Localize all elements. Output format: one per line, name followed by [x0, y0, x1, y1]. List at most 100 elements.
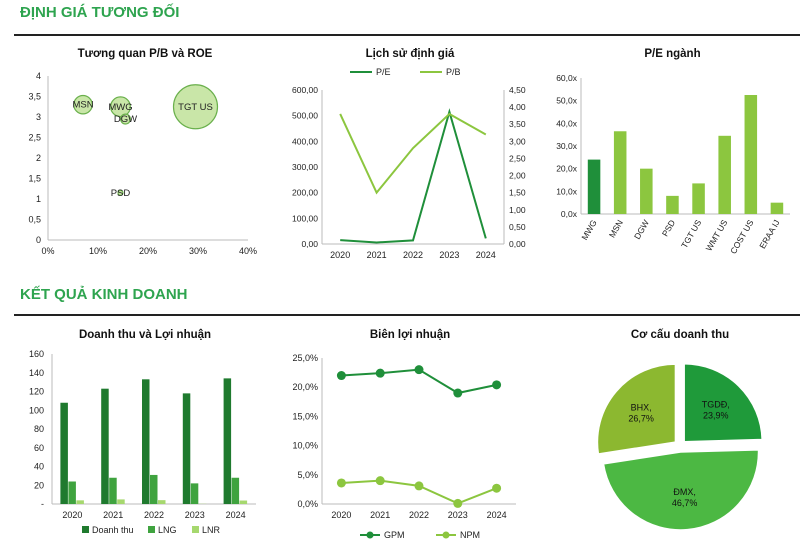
y-right-tick-label: 2,00: [509, 171, 526, 181]
data-point-npm: [336, 478, 346, 488]
y-tick-label: 20,0x: [556, 164, 578, 174]
x-tick-label: PSD: [660, 218, 677, 238]
legend-label: LNG: [158, 525, 177, 535]
data-point-gpm: [453, 388, 463, 398]
section-title-business-results: KẾT QUẢ KINH DOANH: [20, 286, 188, 303]
legend-label: NPM: [460, 530, 480, 540]
x-tick-label: 2024: [476, 250, 496, 260]
y-tick-label: 60: [34, 443, 44, 453]
data-point-gpm: [375, 368, 385, 378]
y-left-tick-label: 400,00: [292, 136, 318, 146]
bar-doanh-thu: [101, 388, 109, 504]
y-right-tick-label: 0,50: [509, 222, 526, 232]
data-label: PSD: [111, 188, 131, 199]
y-tick-label: 4: [36, 71, 41, 81]
legend-swatch: [82, 526, 89, 533]
valuation-history-chart: Lịch sử định giá 0,00 100,00 200,00 300,00 4…: [280, 42, 540, 267]
x-tick-label: 2021: [367, 250, 387, 260]
x-tick-label: 0%: [41, 246, 54, 256]
section-rule: [14, 314, 800, 316]
x-tick-label: TGT US: [679, 218, 703, 250]
y-right-tick-label: 4,50: [509, 85, 526, 95]
bar-lng: [109, 477, 117, 504]
bar-cost-us: [744, 95, 758, 214]
x-tick-label: 2021: [370, 510, 390, 520]
y-tick-label: 0,0x: [561, 209, 578, 219]
y-tick-label: 3,5: [28, 92, 41, 102]
profit-margin-chart: Biên lợi nhuận 0,0% 5,0% 10,0% 15,0% 20,0% 25…: [280, 322, 540, 554]
y-tick-label: 1,5: [28, 174, 41, 184]
x-tick-label: 2020: [330, 250, 350, 260]
y-tick-label: 40: [34, 462, 44, 472]
y-tick-label: 10,0x: [556, 186, 578, 196]
bar-dgw: [640, 168, 653, 214]
x-tick-label: 2020: [62, 510, 82, 520]
legend-marker: [366, 531, 374, 539]
y-tick-label: 5,0%: [297, 470, 318, 480]
data-label: MSN: [72, 100, 93, 111]
pie-slice-bhx: [596, 363, 677, 455]
bar-doanh-thu: [182, 393, 191, 504]
data-point-mwg: [110, 96, 131, 118]
bar-psd: [666, 195, 679, 214]
y-right-tick-label: 4,00: [509, 102, 526, 112]
y-tick-label: 20: [34, 480, 44, 490]
bar-lnr: [117, 499, 125, 504]
section-title-valuation: ĐỊNH GIÁ TƯƠNG ĐỐI: [20, 4, 180, 21]
legend-label: Doanh thu: [92, 525, 134, 535]
x-tick-label: WMT US: [704, 218, 730, 253]
chart-title: Cơ cấu doanh thu: [630, 329, 730, 341]
data-point-gpm: [492, 380, 502, 390]
bar-lng: [190, 483, 199, 504]
data-point-gpm: [336, 371, 346, 381]
slice-label: ĐMX, 46,7%: [672, 487, 698, 508]
x-tick-label: 2022: [409, 510, 429, 520]
y-tick-label: 80: [34, 424, 44, 434]
legend-marker: [442, 531, 450, 539]
y-tick-label: -: [41, 499, 44, 509]
chart-title: Doanh thu và Lợi nhuận: [78, 329, 212, 341]
x-tick-label: 40%: [239, 246, 257, 256]
chart-title: Tương quan P/B và ROE: [77, 48, 213, 60]
legend-swatch: [192, 526, 199, 533]
x-tick-label: ERAA IJ: [757, 218, 781, 250]
x-tick-label: 2020: [331, 510, 351, 520]
y-left-tick-label: 300,00: [292, 162, 318, 172]
x-tick-label: 20%: [139, 246, 157, 256]
series-line-pe: [340, 108, 487, 244]
x-tick-label: COST US: [728, 218, 756, 256]
bar-msn: [613, 131, 627, 214]
y-tick-label: 60,0x: [556, 73, 578, 83]
data-point-dgw: [119, 113, 132, 125]
y-left-tick-label: 200,00: [292, 188, 318, 198]
bar-wmt-us: [718, 135, 731, 214]
legend-label: LNR: [202, 525, 221, 535]
y-tick-label: 2: [36, 153, 41, 163]
slice-label: BHX, 26,7%: [628, 403, 654, 424]
y-tick-label: 0,0%: [297, 499, 318, 509]
y-tick-label: 40,0x: [556, 118, 578, 128]
x-tick-label: 2023: [185, 510, 205, 520]
x-tick-label: 2022: [144, 510, 164, 520]
data-point-psd: [117, 189, 124, 196]
bar-doanh-thu: [142, 379, 150, 504]
pie-slice-đmx: [602, 449, 760, 531]
pb-roe-chart: Tương quan P/B và ROE 0 0,5 1 1,5 2 2,5 3 3,5 4 0…: [20, 42, 270, 267]
bar-lng: [231, 477, 240, 504]
chart-title: Biên lợi nhuận: [369, 329, 451, 341]
data-label: TGT US: [178, 102, 213, 113]
y-tick-label: 1: [36, 194, 41, 204]
x-tick-label: MSN: [607, 218, 625, 239]
data-point-msn: [73, 94, 93, 115]
y-left-tick-label: 600,00: [292, 85, 318, 95]
x-tick-label: 2024: [487, 510, 507, 520]
y-right-tick-label: 3,00: [509, 136, 526, 146]
data-point-gpm: [414, 365, 424, 375]
y-right-tick-label: 1,50: [509, 188, 526, 198]
y-tick-label: 20,0%: [292, 382, 318, 392]
bar-lnr: [239, 500, 248, 504]
bar-eraa-ij: [770, 202, 784, 214]
x-tick-label: 10%: [89, 246, 107, 256]
slice-label: TGDĐ, 23,9%: [702, 399, 730, 420]
